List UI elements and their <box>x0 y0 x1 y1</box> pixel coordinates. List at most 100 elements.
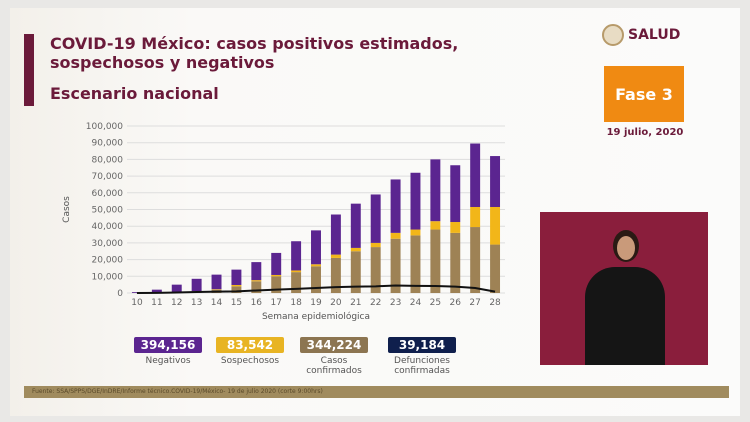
bar-negativos <box>291 241 302 271</box>
bar-confirmados <box>470 227 481 293</box>
stat-confirmados: 344,224 Casos confirmados <box>300 337 368 376</box>
bar-negativos <box>151 289 162 293</box>
bar-negativos <box>390 179 401 233</box>
bar-negativos <box>330 214 341 255</box>
y-tick-label: 40,000 <box>92 222 124 232</box>
x-tick-label: 12 <box>171 298 182 308</box>
phase-badge: Fase 3 <box>604 66 684 122</box>
stat-label: Negativos <box>145 356 191 366</box>
bar-confirmados <box>311 266 321 293</box>
y-tick-label: 70,000 <box>92 172 124 182</box>
y-tick-label: 50,000 <box>92 206 124 216</box>
y-tick-label: 80,000 <box>92 155 124 165</box>
x-tick-label: 17 <box>270 298 281 308</box>
x-tick-label: 11 <box>151 298 162 308</box>
bar-sospechosos <box>251 280 262 282</box>
stat-value: 83,542 <box>216 337 284 353</box>
stat-value: 394,156 <box>134 337 202 353</box>
x-axis-label: Semana epidemiológica <box>262 311 370 322</box>
y-tick-label: 10,000 <box>92 272 124 282</box>
bar-negativos <box>251 262 262 281</box>
bar-negativos <box>311 230 321 265</box>
bar-negativos <box>370 194 381 243</box>
bar-sospechosos <box>291 270 302 273</box>
bar-negativos <box>490 156 501 207</box>
bar-sospechosos <box>470 206 481 228</box>
stat-sospechosos: 83,542 Sospechosos <box>216 337 284 366</box>
bar-sospechosos <box>430 221 441 230</box>
y-tick-label: 0 <box>117 289 123 299</box>
x-tick-label: 27 <box>469 298 480 308</box>
bar-confirmados <box>251 281 262 293</box>
stat-defunciones: 39,184 Defunciones confirmadas <box>388 337 456 376</box>
bar-confirmados <box>490 244 501 293</box>
source-note: Fuente: SSA/SPPS/DGE/InDRE/Informe técni… <box>24 386 729 398</box>
bar-sospechosos <box>450 222 461 233</box>
bar-negativos <box>430 159 441 222</box>
bar-negativos <box>350 203 361 248</box>
line-defunciones <box>136 284 496 294</box>
bar-negativos <box>191 278 202 292</box>
stat-label: Sospechosos <box>220 356 280 366</box>
seal-icon <box>602 24 624 46</box>
bar-negativos <box>271 252 282 275</box>
x-tick-label: 20 <box>330 298 342 308</box>
bar-confirmados <box>410 235 421 293</box>
bar-sospechosos <box>211 289 222 290</box>
bar-sospechosos <box>370 242 381 248</box>
bar-sospechosos <box>231 284 242 287</box>
bar-sospechosos <box>330 254 341 258</box>
x-tick-label: 16 <box>251 298 263 308</box>
x-tick-label: 10 <box>131 298 143 308</box>
bar-confirmados <box>390 238 401 293</box>
x-tick-label: 25 <box>430 298 441 308</box>
page-subtitle: Escenario nacional <box>50 84 219 103</box>
bar-negativos <box>171 284 182 293</box>
report-date: 19 julio, 2020 <box>606 127 684 138</box>
bar-confirmados <box>450 232 461 293</box>
x-tick-label: 28 <box>489 298 501 308</box>
bar-confirmados <box>330 257 341 293</box>
page-title: COVID-19 México: casos positivos estimad… <box>50 34 459 72</box>
salud-logo: SALUD <box>602 24 680 46</box>
bar-negativos <box>231 269 242 285</box>
stat-value: 344,224 <box>300 337 368 353</box>
y-tick-label: 60,000 <box>92 189 124 199</box>
bar-negativos <box>470 143 481 207</box>
y-tick-label: 30,000 <box>92 239 124 249</box>
stat-value: 39,184 <box>388 337 456 353</box>
title-accent-bar <box>24 34 34 106</box>
bar-negativos <box>211 274 222 290</box>
bar-confirmados <box>271 276 282 293</box>
y-tick-label: 100,000 <box>86 122 123 132</box>
x-tick-label: 24 <box>410 298 422 308</box>
y-axis-label: Casos <box>62 196 72 223</box>
x-tick-label: 15 <box>231 298 242 308</box>
sign-language-interpreter-video <box>540 212 708 365</box>
bar-sospechosos <box>490 206 501 245</box>
x-tick-label: 18 <box>290 298 302 308</box>
stat-label: Defunciones confirmadas <box>394 356 450 376</box>
bar-negativos <box>450 165 461 223</box>
bar-negativos <box>410 172 421 230</box>
bar-sospechosos <box>390 232 401 239</box>
x-tick-label: 23 <box>390 298 401 308</box>
bar-sospechosos <box>410 229 421 236</box>
x-tick-label: 21 <box>350 298 361 308</box>
bar-sospechosos <box>271 274 282 277</box>
stat-negativos: 394,156 Negativos <box>134 337 202 366</box>
y-tick-label: 90,000 <box>92 139 124 149</box>
bar-confirmados <box>231 286 242 293</box>
bar-confirmados <box>350 251 361 293</box>
stacked-bar-chart: 0 10,000 20,000 30,000 40,000 50,000 60,000 70,… <box>62 122 505 322</box>
bar-sospechosos <box>311 264 321 267</box>
x-tick-label: 14 <box>211 298 223 308</box>
bar-sospechosos <box>350 247 361 252</box>
x-tick-label: 26 <box>450 298 462 308</box>
bar-confirmados <box>370 247 381 293</box>
x-tick-label: 22 <box>370 298 381 308</box>
x-tick-label: 19 <box>310 298 322 308</box>
logo-text: SALUD <box>628 27 681 43</box>
stat-label: Casos confirmados <box>306 356 362 376</box>
bar-confirmados <box>291 272 302 293</box>
